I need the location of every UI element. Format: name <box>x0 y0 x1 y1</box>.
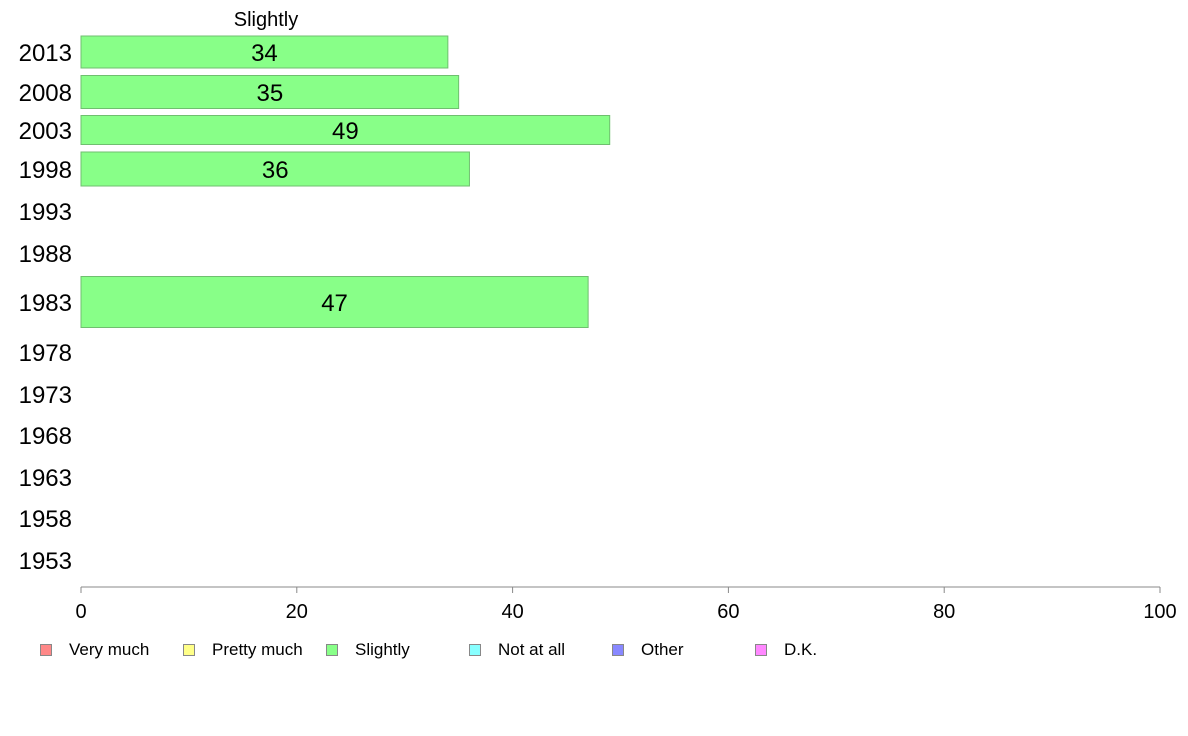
category-label-1993: 1993 <box>19 199 72 226</box>
legend-label: Slightly <box>355 640 410 659</box>
legend-label: D.K. <box>784 640 818 659</box>
legend-swatch <box>40 644 52 656</box>
bar-1983 <box>80 276 589 328</box>
category-label-1978: 1978 <box>19 340 72 367</box>
x-axis: 0 20 40 60 80 100 <box>75 586 1177 623</box>
category-label-1968: 1968 <box>19 423 72 450</box>
category-label-1963: 1963 <box>19 465 72 492</box>
bar-1998 <box>80 151 470 187</box>
category-label-2003: 2003 <box>19 118 72 145</box>
chart-title: Slightly <box>234 9 298 31</box>
x-tick-label-80: 80 <box>933 601 955 623</box>
legend-swatch <box>612 644 624 656</box>
bar-2013 <box>80 35 449 69</box>
category-label-1973: 1973 <box>19 382 72 409</box>
legend-label: Pretty much <box>212 640 303 659</box>
bar-2003 <box>80 115 611 145</box>
x-tick-label-100: 100 <box>1143 601 1176 623</box>
legend-item-not-at-all: Not at all <box>469 640 565 660</box>
category-label-1953: 1953 <box>19 548 72 575</box>
x-tick-label-40: 40 <box>501 601 523 623</box>
legend-swatch <box>755 644 767 656</box>
legend-item-d-k: D.K. <box>755 640 817 660</box>
x-tick-label-60: 60 <box>717 601 739 623</box>
bar-value-label-2003: 49 <box>332 118 359 145</box>
bar-value-label-1983: 47 <box>321 290 348 317</box>
category-label-1983: 1983 <box>19 290 72 317</box>
bars-layer: 34 35 49 36 47 <box>80 35 611 328</box>
x-tick-label-20: 20 <box>286 601 308 623</box>
legend-label: Other <box>641 640 684 659</box>
x-tick-label-0: 0 <box>75 601 86 623</box>
category-label-1998: 1998 <box>19 157 72 184</box>
category-labels: 2013 2008 2003 1998 1993 1988 1983 1978 1973 1968… <box>19 40 72 575</box>
category-label-2008: 2008 <box>19 80 72 107</box>
category-label-1958: 1958 <box>19 506 72 533</box>
bar-value-label-1998: 36 <box>262 157 289 184</box>
legend-swatch <box>326 644 338 656</box>
legend-swatch <box>183 644 195 656</box>
legend-item-pretty-much: Pretty much <box>183 640 303 660</box>
legend-swatch <box>469 644 481 656</box>
legend-item-other: Other <box>612 640 684 660</box>
bar-value-label-2008: 35 <box>256 80 283 107</box>
bar-2008 <box>80 75 460 109</box>
legend-item-slightly: Slightly <box>326 640 410 660</box>
category-label-2013: 2013 <box>19 40 72 67</box>
legend-item-very-much: Very much <box>40 640 149 660</box>
category-label-1988: 1988 <box>19 241 72 268</box>
legend-label: Not at all <box>498 640 566 659</box>
bar-value-label-2013: 34 <box>251 40 278 67</box>
legend-label: Very much <box>69 640 150 659</box>
